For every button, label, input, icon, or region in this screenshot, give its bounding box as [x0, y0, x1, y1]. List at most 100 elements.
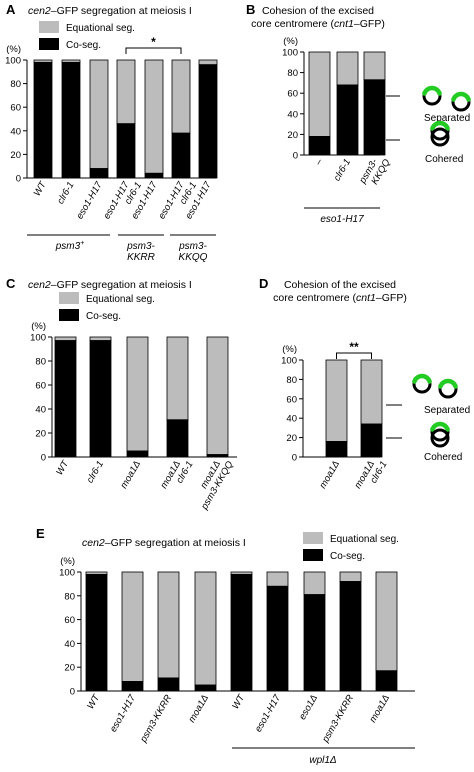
y-tick-label: 60 — [35, 381, 46, 392]
panel-a-legend-swatch-co-seg — [39, 38, 59, 50]
bar-segment-upper — [166, 336, 189, 421]
bar-segment-upper — [206, 336, 229, 455]
panel-d-ring-separated-left-gfp-signal — [412, 373, 432, 384]
panel-a-group-label-kkrr: psm3-KKRR — [126, 241, 155, 263]
y-tick-label: 100 — [30, 333, 46, 344]
bar-segment-lower — [171, 132, 191, 179]
panel-d-ring-cohered-bottom — [430, 428, 450, 448]
y-axis-unit: (%) — [6, 44, 21, 55]
bar-segment-lower — [198, 64, 218, 179]
bar-segment-lower — [89, 340, 112, 458]
x-category-label: moa1Δpsm3-KKQQ — [189, 453, 236, 512]
x-category-label: eso1Δ — [297, 693, 320, 722]
bar-segment-lower — [116, 123, 136, 179]
y-tick-label: 80 — [286, 375, 297, 386]
bar-segment-upper — [360, 359, 383, 425]
x-category-label: psm3-KKRR — [138, 693, 174, 745]
bar-segment-lower — [126, 450, 149, 458]
y-tick-label: 40 — [10, 126, 21, 137]
panel-b-separated-label: Separated — [424, 113, 470, 124]
bar-segment-lower — [336, 84, 359, 156]
x-category-label: – — [312, 156, 325, 168]
bar-segment-lower — [61, 61, 81, 179]
x-category-label: WT — [32, 179, 50, 198]
panel-d-letter: D — [259, 276, 268, 291]
x-category-label: WT — [85, 692, 103, 711]
bar-segment-upper — [126, 336, 149, 452]
y-tick-label: 0 — [293, 151, 298, 162]
bar-segment-upper — [325, 359, 348, 442]
y-tick-label: 0 — [292, 453, 297, 464]
panel-e-legend-swatch-co-seg — [303, 549, 323, 561]
panel-e-legend-label-equational: Equational seg. — [330, 534, 399, 545]
panel-d-separated-label: Separated — [424, 405, 470, 416]
panel-a-significance-bracket — [125, 47, 182, 54]
y-tick-label: 80 — [287, 68, 298, 79]
y-tick-label: 40 — [64, 639, 75, 650]
y-tick-label: 100 — [59, 568, 75, 579]
panel-c-legend-label-co-seg: Co-seg. — [86, 311, 121, 322]
bar-segment-lower — [230, 573, 253, 692]
panel-e-title: cen2–GFP segregation at meiosis I — [82, 537, 246, 549]
bar-segment-lower — [54, 340, 77, 458]
panel-d-ring-separated-right-gfp-signal — [438, 378, 458, 389]
y-tick-label: 100 — [282, 48, 298, 59]
x-category-label: psm3-KKRR — [320, 693, 356, 745]
bar-segment-lower — [360, 423, 383, 458]
bar-segment-lower — [339, 581, 362, 692]
x-category-label: WT — [230, 692, 248, 711]
bar-segment-upper — [303, 571, 326, 596]
panel-a-group-label-psm3-wt: psm3+ — [55, 240, 85, 252]
panel-b-group-label: eso1-H17 — [320, 214, 364, 225]
y-tick-label: 20 — [287, 130, 298, 141]
x-category-label: moa1Δclr6-1 — [159, 454, 196, 496]
panel-a-letter: A — [6, 2, 16, 17]
bar-segment-lower — [303, 594, 326, 692]
x-category-label: eso1-H17 — [253, 692, 283, 734]
panel-d-ring-cohered-top-gfp-signal — [430, 421, 450, 432]
panel-c-legend-label-equational: Equational seg. — [86, 294, 155, 305]
panel-d-title-line2: core centromere (cnt1–GFP) — [273, 292, 407, 304]
panel-e-group-label: wpl1Δ — [309, 755, 337, 766]
x-category-label: clr6-1 — [332, 157, 353, 183]
y-tick-label: 40 — [35, 405, 46, 416]
y-axis-unit: (%) — [60, 556, 75, 567]
y-tick-label: 80 — [64, 591, 75, 602]
panel-e-legend-label-co-seg: Co-seg. — [330, 551, 365, 562]
bar-segment-upper — [89, 59, 109, 169]
panel-e-letter: E — [36, 526, 45, 541]
x-category-label: clr6-1 — [55, 180, 76, 206]
bar-segment-lower — [266, 585, 289, 692]
y-tick-label: 0 — [70, 687, 75, 698]
x-category-label: moa1Δ — [318, 459, 343, 491]
bar-segment-lower — [157, 677, 180, 692]
panel-b-title-line2: core centromere (cnt1–GFP) — [251, 18, 385, 30]
x-category-label: moa1Δ — [187, 693, 212, 725]
panel-a-legend-swatch-equational — [39, 21, 59, 33]
y-tick-label: 60 — [64, 615, 75, 626]
bar-segment-upper — [116, 59, 136, 125]
bar-segment-upper — [89, 336, 112, 341]
y-tick-label: 80 — [35, 357, 46, 368]
y-tick-label: 20 — [10, 150, 21, 161]
bar-segment-upper — [54, 336, 77, 341]
bar-segment-lower — [89, 168, 109, 179]
x-category-label: psm3-KKQQ — [357, 151, 393, 191]
y-tick-label: 20 — [35, 429, 46, 440]
panel-b-ring-cohered-bottom — [430, 127, 450, 147]
panel-a-legend-label-co-seg: Co-seg. — [66, 40, 101, 51]
y-tick-label: 60 — [10, 103, 21, 114]
panel-b-title-line1: Cohesion of the excised — [262, 5, 374, 17]
panel-d-title-line1: Cohesion of the excised — [284, 279, 396, 291]
bar-segment-upper — [339, 571, 362, 582]
panel-d-significance-mark: ** — [349, 340, 359, 354]
y-axis-unit: (%) — [31, 321, 46, 332]
bar-segment-upper — [336, 51, 359, 86]
x-category-label: moa1Δ — [368, 693, 393, 725]
panel-b-letter: B — [246, 2, 255, 17]
bar-segment-upper — [308, 51, 331, 137]
panel-c-legend-swatch-equational — [59, 292, 79, 304]
bar-segment-upper — [266, 571, 289, 587]
bar-segment-lower — [85, 573, 108, 692]
